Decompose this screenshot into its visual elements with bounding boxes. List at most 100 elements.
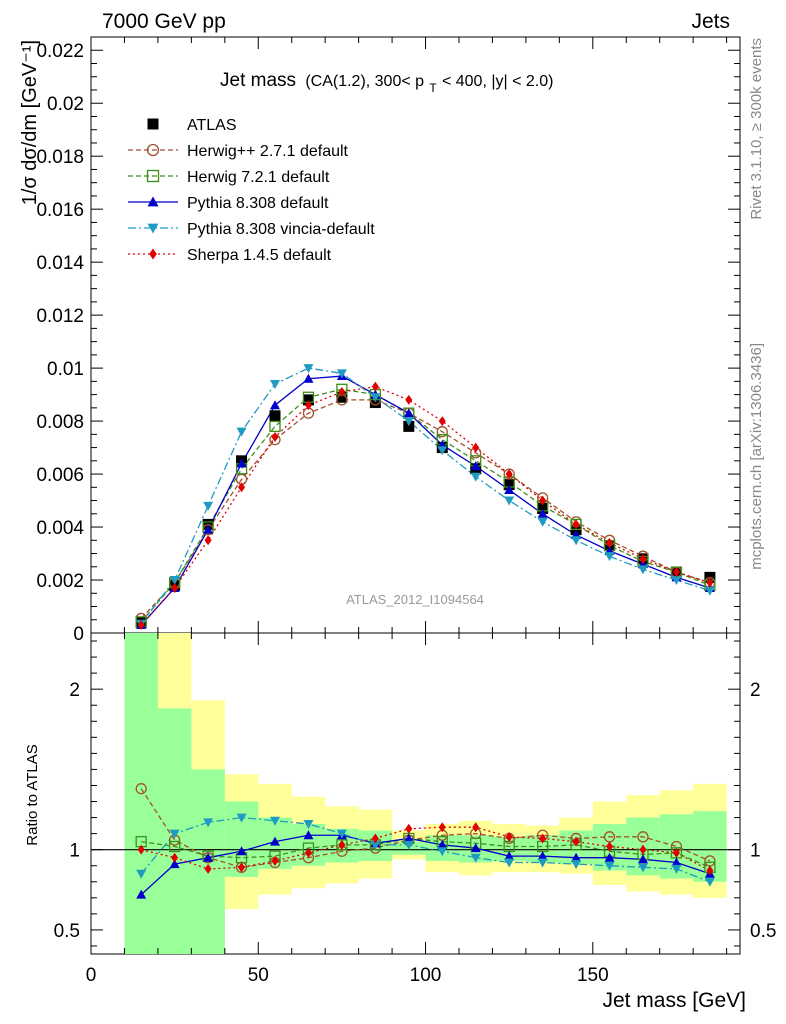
ratio-point-sherpa-1-4-5-default <box>137 844 145 855</box>
point-sherpa-1-4-5-default <box>137 620 145 631</box>
ratio-point-pythia-8-308-vincia-default <box>637 863 648 873</box>
chart-title-detail-post: < 400, |y| < 2.0) <box>442 73 554 90</box>
data-point-atlas <box>269 410 281 422</box>
y-tick-label-top: 0.008 <box>36 412 84 433</box>
ratio-point-sherpa-1-4-5-default <box>539 833 547 844</box>
x-tick-label: 0 <box>86 965 97 986</box>
ratio-point-pythia-8-308-vincia-default <box>537 858 548 868</box>
bottom-panel-frame <box>90 632 741 955</box>
ratio-point-pythia-8-308-default <box>437 839 448 849</box>
data-point-atlas <box>403 420 415 432</box>
series-line-herwig-7-2-1-default <box>140 388 711 623</box>
y-tick-label-top: 0.018 <box>36 147 84 168</box>
point-pythia-8-308-vincia-default <box>504 496 515 506</box>
legend-label: Herwig 7.2.1 default <box>187 169 330 186</box>
y-axis-label-bottom: Ratio to ATLAS <box>24 744 41 845</box>
legend: ATLAS Herwig++ 2.7.1 default Herwig 7.2.1 … <box>128 117 375 264</box>
ratio-point-pythia-8-308-vincia-default <box>671 864 682 874</box>
y-tick-label-top: 0.016 <box>36 200 84 221</box>
ratio-point-pythia-8-308-default <box>303 830 314 840</box>
point-pythia-8-308-default <box>470 461 481 471</box>
point-sherpa-1-4-5-default <box>204 535 212 546</box>
point-sherpa-1-4-5-default <box>438 416 446 427</box>
x-tick-label: 100 <box>410 965 442 986</box>
point-sherpa-1-4-5-default <box>505 469 513 480</box>
ratio-point-sherpa-1-4-5-default <box>672 847 680 858</box>
ratio-point-pythia-8-308-default <box>236 846 247 856</box>
legend-label: ATLAS <box>187 117 237 134</box>
ratio-point-sherpa-1-4-5-default <box>606 841 614 852</box>
point-pythia-8-308-vincia-default <box>571 536 582 546</box>
ratio-point-pythia-8-308-default <box>169 859 180 869</box>
data-point-atlas <box>537 503 549 515</box>
ratio-point-pythia-8-308-vincia-default <box>403 840 414 850</box>
ratio-point-pythia-8-308-vincia-default <box>704 877 715 887</box>
y-tick-label-top: 0.006 <box>36 465 84 486</box>
point-pythia-8-308-default <box>403 408 414 418</box>
ratio-point-sherpa-1-4-5-default <box>171 852 179 863</box>
point-pythia-8-308-vincia-default <box>637 565 648 575</box>
point-pythia-8-308-vincia-default <box>370 393 381 403</box>
point-pythia-8-308-vincia-default <box>704 586 715 596</box>
point-sherpa-1-4-5-default <box>405 394 413 405</box>
ratio-point-herwig-2-7-1-default <box>135 783 147 795</box>
point-sherpa-1-4-5-default <box>639 553 647 564</box>
point-pythia-8-308-vincia-default <box>269 380 280 390</box>
header-left: 7000 GeV pp <box>102 10 226 33</box>
ratio-uncertainty-bands <box>91 633 740 954</box>
point-pythia-8-308-vincia-default <box>604 552 615 562</box>
point-pythia-8-308-vincia-default <box>437 446 448 456</box>
point-pythia-8-308-default <box>504 484 515 494</box>
y-axis-label-top: 1/σ dσ/dm [GeV⁻¹] <box>19 40 41 205</box>
series-line-pythia-8-308-vincia-default <box>140 367 711 625</box>
ratio-point-pythia-8-308-default <box>604 852 615 862</box>
point-sherpa-1-4-5-default <box>606 537 614 548</box>
ratio-point-pythia-8-308-vincia-default <box>303 819 314 829</box>
point-herwig-2-7-1-default <box>436 426 448 438</box>
point-pythia-8-308-vincia-default <box>537 517 548 527</box>
ratio-point-sherpa-1-4-5-default <box>438 822 446 833</box>
ratio-point-pythia-8-308-vincia-default <box>236 813 247 823</box>
y-tick-label-top: 0.022 <box>36 41 84 62</box>
point-pythia-8-308-default <box>537 508 548 518</box>
ratio-point-pythia-8-308-default <box>470 843 481 853</box>
legend-label: Herwig++ 2.7.1 default <box>187 143 349 160</box>
legend-marker <box>147 118 159 130</box>
ratio-point-pythia-8-308-default <box>537 851 548 861</box>
ratio-point-pythia-8-308-default <box>403 833 414 843</box>
ratio-point-sherpa-1-4-5-default <box>338 839 346 850</box>
y-tick-label-bottom: 0.5 <box>54 921 80 942</box>
ratio-point-sherpa-1-4-5-default <box>204 863 212 874</box>
y-tick-label-bottom: 1 <box>69 841 80 862</box>
ratio-point-pythia-8-308-vincia-default <box>336 829 347 839</box>
series-line-herwig-2-7-1-default <box>140 399 711 619</box>
x-tick-label: 50 <box>248 965 269 986</box>
x-axis-label: Jet mass [GeV] <box>602 989 746 1012</box>
series-line-pythia-8-308-default <box>140 375 711 626</box>
ratio-line-pythia-8-308-vincia-default <box>140 816 711 883</box>
ratio-point-pythia-8-308-default <box>269 836 280 846</box>
ratio-point-pythia-8-308-vincia-default <box>604 861 615 871</box>
ratio-point-sherpa-1-4-5-default <box>706 865 714 876</box>
ratio-point-sherpa-1-4-5-default <box>371 833 379 844</box>
series-layer <box>135 364 716 631</box>
ratio-point-pythia-8-308-vincia-default <box>136 869 147 879</box>
data-point-atlas <box>503 479 515 491</box>
legend-marker <box>146 143 160 157</box>
ratio-point-pythia-8-308-vincia-default <box>269 816 280 826</box>
header-right: Jets <box>691 10 730 33</box>
y-tick-label-top: 0.004 <box>36 518 84 539</box>
ratio-point-pythia-8-308-default <box>136 889 147 899</box>
x-tick-label: 150 <box>577 965 609 986</box>
ratio-line-sherpa-1-4-5-default <box>141 826 711 872</box>
point-sherpa-1-4-5-default <box>238 482 246 493</box>
point-pythia-8-308-vincia-default <box>336 369 347 379</box>
y-tick-label-bottom-right: 2 <box>750 680 761 701</box>
y-tick-label-top: 0.014 <box>36 253 84 274</box>
data-point-atlas <box>336 391 348 403</box>
point-pythia-8-308-vincia-default <box>671 576 682 586</box>
point-pythia-8-308-vincia-default <box>403 417 414 427</box>
ratio-point-sherpa-1-4-5-default <box>304 847 312 858</box>
side-label-rivet: Rivet 3.1.10, ≥ 300k events <box>748 38 765 220</box>
